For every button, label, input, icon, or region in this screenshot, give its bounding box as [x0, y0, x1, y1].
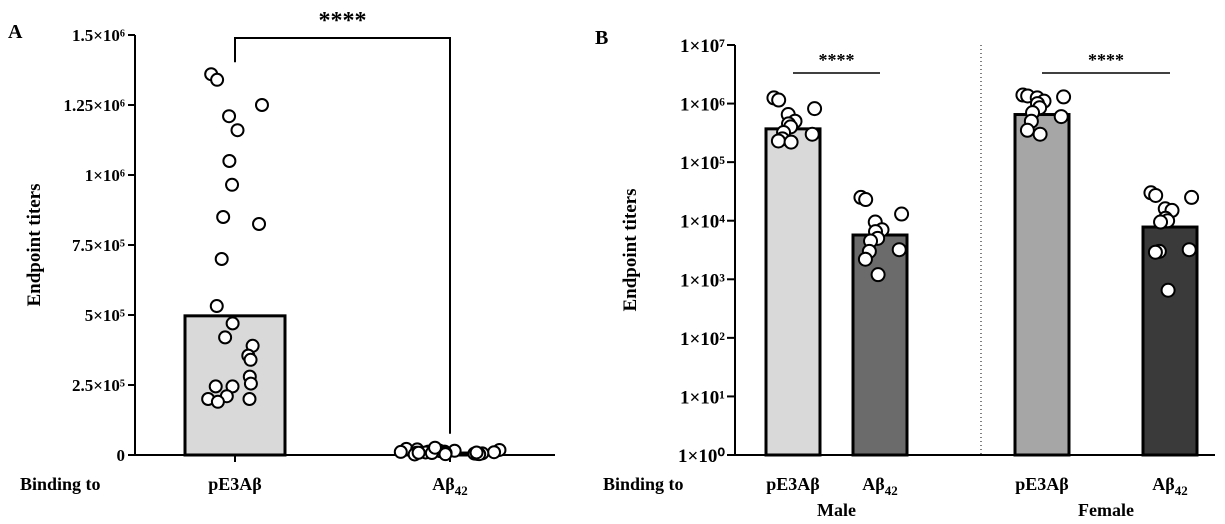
data-point — [1153, 214, 1169, 230]
significance-label: **** — [319, 8, 367, 34]
panel-label: B — [595, 27, 608, 49]
data-point — [891, 242, 907, 258]
y-tick-label: 1×10² — [680, 329, 725, 350]
data-point — [216, 210, 231, 224]
y-tick-label: 1×10¹ — [680, 387, 725, 408]
data-point — [1019, 122, 1035, 138]
group-label: Male — [817, 500, 856, 520]
bar — [1141, 225, 1199, 457]
y-tick-label: 1×10⁶ — [85, 166, 125, 185]
y-tick-label: 2.5×10⁵ — [72, 376, 125, 395]
data-point — [210, 72, 225, 87]
data-point — [469, 445, 484, 460]
bar — [1013, 113, 1071, 457]
y-tick-label: 5×10⁵ — [85, 306, 125, 325]
data-point — [1032, 126, 1048, 142]
data-point — [894, 206, 910, 222]
bar — [851, 233, 909, 457]
data-point — [858, 192, 874, 208]
data-point — [428, 440, 443, 455]
significance-bracket — [234, 37, 451, 434]
data-point — [1160, 282, 1176, 298]
data-point — [243, 352, 258, 367]
x-category-label: Aβ42 — [862, 474, 897, 498]
data-point — [783, 134, 799, 150]
x-category-label: Aβ42 — [432, 474, 467, 498]
bar — [764, 127, 822, 457]
y-axis-label: Endpoint titers — [620, 189, 641, 312]
data-point — [222, 109, 237, 124]
x-category-label: pE3Aβ — [1015, 474, 1069, 494]
data-point — [252, 217, 267, 231]
data-point — [393, 444, 408, 459]
data-point — [1056, 89, 1072, 105]
data-point — [242, 392, 257, 406]
data-point — [770, 133, 786, 149]
data-point — [857, 251, 873, 267]
panel-label: A — [8, 21, 23, 43]
x-category-label: pE3Aβ — [766, 474, 820, 494]
data-point — [1184, 189, 1200, 205]
data-point — [218, 330, 233, 345]
y-tick-label: 1.5×10⁶ — [72, 26, 125, 45]
y-tick-label: 1×10⁷ — [680, 36, 725, 57]
data-point — [1147, 244, 1163, 260]
data-point — [209, 299, 224, 314]
data-point — [807, 101, 823, 117]
x-prefix-label: Binding to — [603, 474, 684, 494]
group-label: Female — [1078, 500, 1134, 520]
x-category-label: pE3Aβ — [208, 474, 262, 494]
data-point — [804, 126, 820, 142]
y-tick-label: 1×10⁰ — [678, 446, 725, 467]
data-point — [1148, 187, 1164, 203]
y-tick-label: 1.25×10⁶ — [63, 96, 125, 115]
y-axis-label: Endpoint titers — [24, 184, 45, 307]
data-point — [214, 252, 229, 266]
y-tick-label: 7.5×10⁵ — [72, 236, 125, 255]
data-point — [1053, 109, 1069, 125]
data-point — [870, 267, 886, 283]
panel-a-chart: A 0 2.5×10⁵ 5×10⁵ 7.5×10⁵ 1×10⁶ 1.25×10⁶ 1.5×10… — [8, 8, 555, 498]
data-point — [222, 154, 237, 168]
data-point — [1181, 242, 1197, 258]
data-point — [225, 177, 240, 192]
data-point — [243, 376, 258, 391]
significance-label: **** — [819, 50, 855, 70]
y-tick-label: 1×10⁶ — [680, 95, 725, 116]
x-prefix-label: Binding to — [20, 474, 101, 494]
y-tick-label: 1×10³ — [680, 270, 725, 291]
data-point — [230, 123, 245, 138]
y-tick-label: 1×10⁵ — [680, 153, 725, 174]
data-point — [487, 445, 502, 460]
y-tick-label: 0 — [117, 446, 126, 465]
data-point — [208, 379, 223, 394]
data-point — [210, 394, 225, 409]
data-point — [438, 447, 453, 462]
data-point — [225, 316, 240, 331]
x-category-label: Aβ42 — [1152, 474, 1187, 498]
data-point — [771, 92, 787, 108]
panel-b-chart: B 1×10⁰ 1×10¹ 1×10² 1×10³ 1×10⁴ 1×10⁵ 1×10⁶ 1×10… — [595, 27, 1215, 520]
significance-label: **** — [1088, 50, 1124, 70]
y-tick-label: 1×10⁴ — [680, 212, 725, 233]
data-point — [254, 98, 269, 112]
data-point — [411, 445, 426, 460]
